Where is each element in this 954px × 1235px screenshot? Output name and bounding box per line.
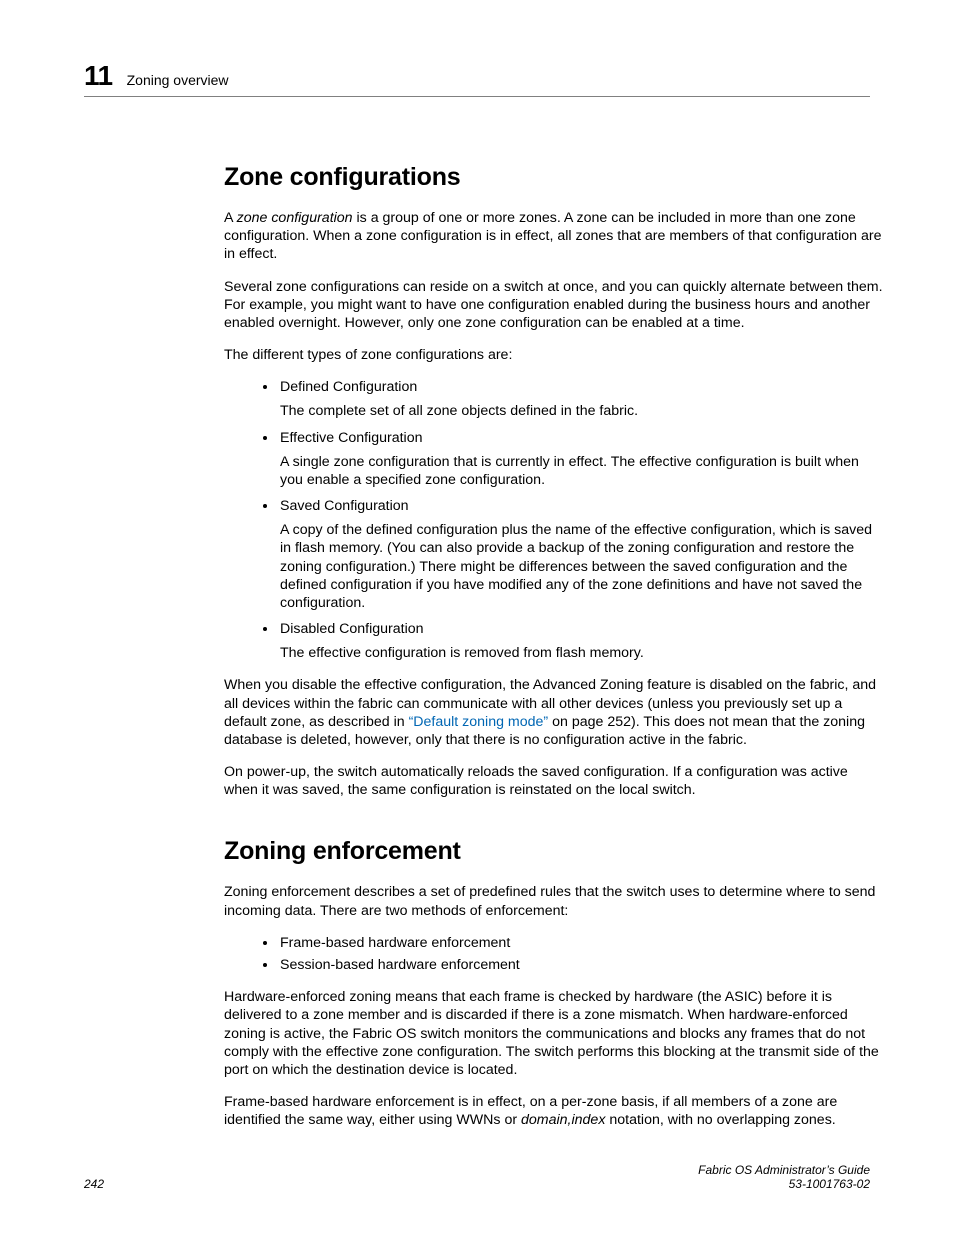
doc-title: Fabric OS Administrator’s Guide [698, 1163, 870, 1177]
text: notation, with no overlapping zones. [605, 1112, 835, 1128]
page: 11 Zoning overview Zone configurations A… [0, 0, 954, 1235]
doc-id: 53-1001763-02 [789, 1177, 870, 1191]
page-number: 242 [84, 1177, 104, 1191]
desc: The effective configuration is removed f… [280, 644, 884, 662]
term: Effective Configuration [280, 429, 884, 447]
chapter-number: 11 [84, 60, 113, 92]
chapter-title: Zoning overview [127, 72, 229, 88]
list-item-disabled: Disabled Configuration The effective con… [278, 620, 884, 662]
term: Saved Configuration [280, 497, 884, 515]
list-item: Frame-based hardware enforcement [278, 934, 884, 952]
desc: A copy of the defined configuration plus… [280, 521, 884, 612]
term: Disabled Configuration [280, 620, 884, 638]
text: A [224, 210, 237, 226]
term-zone-configuration: zone configuration [237, 210, 353, 226]
list-item: Session-based hardware enforcement [278, 956, 884, 974]
running-header: 11 Zoning overview [84, 60, 870, 97]
para-disable-effective: When you disable the effective configura… [224, 676, 884, 749]
para-hw-enforced: Hardware-enforced zoning means that each… [224, 988, 884, 1079]
list-item-saved: Saved Configuration A copy of the define… [278, 497, 884, 612]
config-types-list: Defined Configuration The complete set o… [224, 378, 884, 662]
heading-zoning-enforcement: Zoning enforcement [224, 835, 884, 867]
list-item-effective: Effective Configuration A single zone co… [278, 429, 884, 490]
link-default-zoning-mode[interactable]: “Default zoning mode” [409, 714, 549, 730]
para-multiple-configs: Several zone configurations can reside o… [224, 278, 884, 333]
para-frame-based: Frame-based hardware enforcement is in e… [224, 1093, 884, 1129]
main-content: Zone configurations A zone configuration… [224, 161, 884, 1129]
desc: A single zone configuration that is curr… [280, 453, 884, 489]
para-enforcement-intro: Zoning enforcement describes a set of pr… [224, 883, 884, 919]
doc-info: Fabric OS Administrator’s Guide 53-10017… [698, 1163, 870, 1191]
heading-zone-configurations: Zone configurations [224, 161, 884, 193]
term-domain-index: domain,index [521, 1112, 605, 1128]
list-item-defined: Defined Configuration The complete set o… [278, 378, 884, 420]
para-intro: A zone configuration is a group of one o… [224, 209, 884, 264]
para-powerup: On power-up, the switch automatically re… [224, 763, 884, 799]
para-types-lead: The different types of zone configuratio… [224, 346, 884, 364]
page-footer: 242 Fabric OS Administrator’s Guide 53-1… [84, 1163, 870, 1191]
term: Defined Configuration [280, 378, 884, 396]
enforcement-methods-list: Frame-based hardware enforcement Session… [224, 934, 884, 974]
desc: The complete set of all zone objects def… [280, 402, 884, 420]
